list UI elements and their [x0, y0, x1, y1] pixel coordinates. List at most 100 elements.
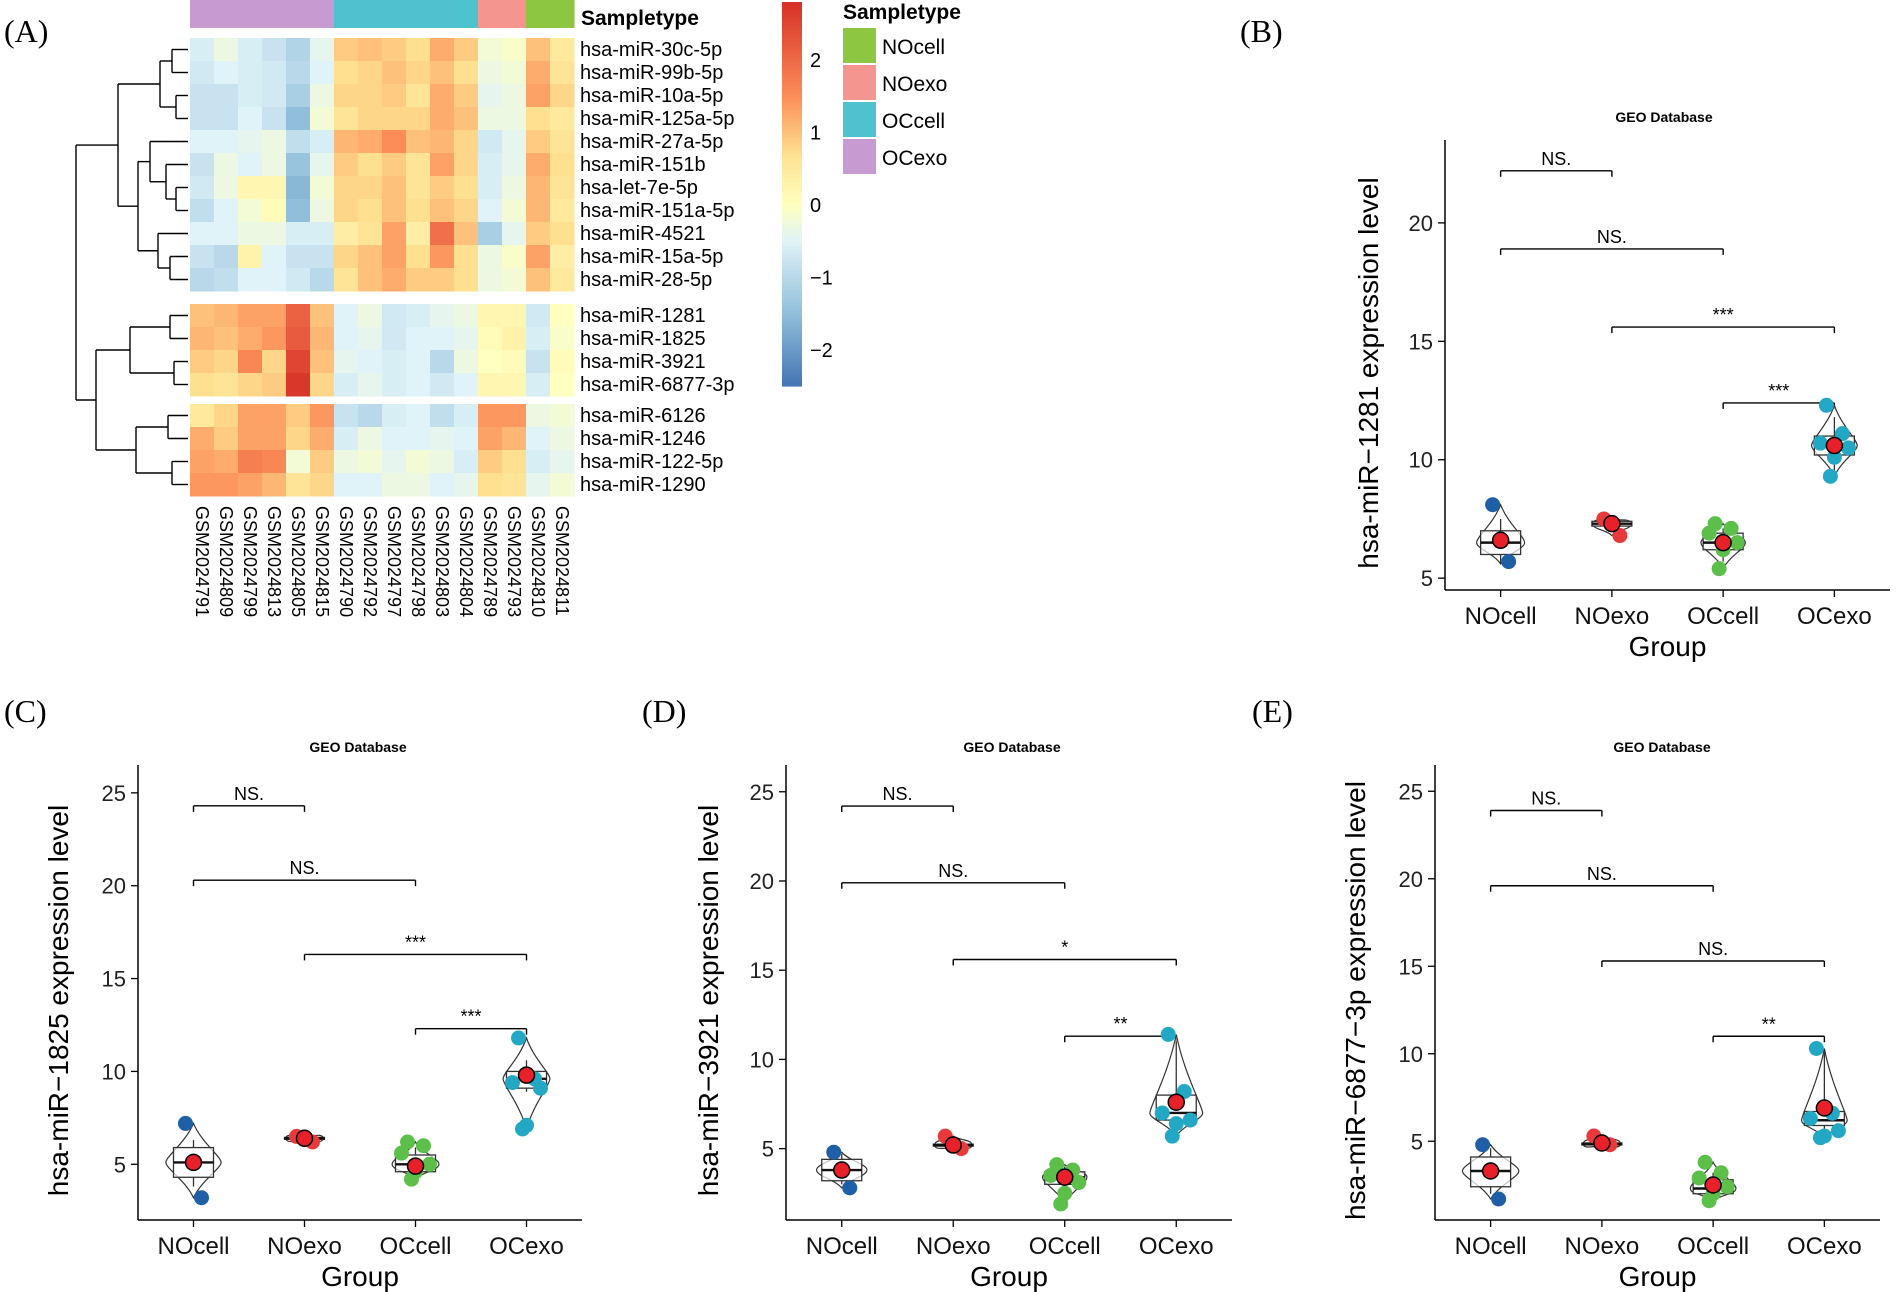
colorbar-segment: [782, 30, 802, 35]
heatmap-cell: [334, 199, 359, 223]
colorbar-segment: [782, 334, 802, 339]
heatmap-cell: [214, 84, 239, 108]
gene-label: hsa-let-7e-5p: [580, 177, 698, 199]
y-tick-label: 5: [762, 1137, 774, 1162]
colorbar-segment: [782, 374, 802, 379]
heatmap-cell: [430, 327, 455, 351]
significance-label: NS.: [1698, 939, 1728, 959]
heatmap-cell: [478, 107, 503, 131]
heatmap-cell: [238, 176, 263, 200]
heatmap-cell: [238, 473, 263, 497]
colorbar-segment: [782, 254, 802, 259]
heatmap-cell: [286, 130, 311, 154]
heatmap-cell: [526, 473, 551, 497]
colorbar-segment: [782, 118, 802, 123]
sample-label: GSM2024789: [480, 506, 500, 617]
y-tick-label: 15: [750, 958, 774, 983]
heatmap-cell: [454, 327, 479, 351]
heatmap-cell: [454, 427, 479, 451]
heatmap-cell: [478, 404, 503, 428]
heatmap-cell: [262, 38, 287, 62]
sample-label: GSM2024797: [384, 506, 404, 617]
data-point: [1840, 440, 1856, 456]
data-point: [1691, 1170, 1707, 1186]
significance-label: **: [1762, 1014, 1776, 1034]
mean-marker: [1167, 1093, 1185, 1111]
colorbar-segment: [782, 322, 802, 327]
heatmap-cell: [406, 268, 431, 292]
data-point: [1812, 1130, 1828, 1146]
annotation-cell: [190, 0, 215, 28]
heatmap-cell: [382, 304, 407, 328]
colorbar-segment: [782, 26, 802, 31]
heatmap-cell: [310, 427, 335, 451]
colorbar-segment: [782, 234, 802, 239]
gene-label: hsa-miR-1246: [580, 428, 706, 450]
gene-label: hsa-miR-6126: [580, 405, 706, 427]
heatmap-cell: [262, 84, 287, 108]
colorbar-segment: [782, 98, 802, 103]
heatmap-cell: [358, 427, 383, 451]
y-tick-label: 10: [102, 1059, 126, 1084]
colorbar-segment: [782, 94, 802, 99]
heatmap-cell: [478, 153, 503, 177]
heatmap-cell: [550, 473, 575, 497]
heatmap-cell: [382, 153, 407, 177]
heatmap-cell: [430, 350, 455, 374]
gene-label: hsa-miR-3921: [580, 351, 706, 373]
heatmap-cell: [358, 404, 383, 428]
heatmap-cell: [214, 268, 239, 292]
colorbar-segment: [782, 2, 802, 7]
y-tick-label: 15: [1409, 329, 1433, 354]
heatmap-cell: [310, 153, 335, 177]
legend-label: NOcell: [882, 36, 945, 59]
data-point: [1713, 1165, 1729, 1181]
x-tick-label: OCcell: [379, 1233, 451, 1260]
mean-marker: [1815, 1099, 1834, 1117]
heatmap-cell: [478, 61, 503, 85]
colorbar-segment: [782, 134, 802, 139]
heatmap-cell: [526, 427, 551, 451]
heatmap-cell: [502, 245, 527, 269]
annotation-cell: [358, 0, 383, 28]
heatmap-cell: [262, 61, 287, 85]
heatmap-cell: [286, 199, 311, 223]
heatmap-cell: [214, 222, 239, 246]
heatmap-cell: [238, 153, 263, 177]
sample-label: GSM2024810: [528, 506, 548, 617]
heatmap-cells: [190, 38, 575, 497]
heatmap-cell: [454, 245, 479, 269]
significance-label: NS.: [1597, 227, 1627, 247]
heatmap-cell: [358, 130, 383, 154]
heatmap-cell: [382, 327, 407, 351]
data-point: [1475, 1137, 1491, 1153]
heatmap-cell: [406, 473, 431, 497]
heatmap-cell: [286, 222, 311, 246]
heatmap-cell: [550, 450, 575, 474]
gene-label: hsa-miR-15a-5p: [580, 246, 723, 268]
panel-d-mir3921: (D) 5 10 15 20 25 NOcell NOexo OCcell OCexo Group…: [642, 693, 1232, 1292]
data-point: [1723, 520, 1739, 536]
data-point: [1802, 1111, 1818, 1126]
colorbar-segment: [782, 278, 802, 283]
heatmap-cell: [406, 350, 431, 374]
heatmap-cell: [190, 304, 215, 328]
heatmap-cell: [454, 153, 479, 177]
heatmap-cell: [430, 427, 455, 451]
data-point: [1822, 468, 1838, 484]
mean-marker: [1491, 531, 1510, 550]
heatmap-cell: [190, 327, 215, 351]
colorbar-segment: [782, 170, 802, 175]
heatmap-cell: [478, 84, 503, 108]
heatmap-cell: [238, 373, 263, 397]
legend-swatch: [843, 65, 876, 100]
data-point: [1485, 497, 1501, 513]
heatmap-cell: [214, 404, 239, 428]
heatmap-cell: [478, 222, 503, 246]
heatmap-panel: (A) Sampletype hsa-miR-30c-5phsa-miR-99b…: [4, 0, 961, 617]
significance-label: NS.: [882, 784, 912, 804]
heatmap-cell: [190, 176, 215, 200]
data-point: [1053, 1196, 1069, 1212]
x-tick-label: OCexo: [489, 1233, 564, 1260]
heatmap-cell: [334, 450, 359, 474]
